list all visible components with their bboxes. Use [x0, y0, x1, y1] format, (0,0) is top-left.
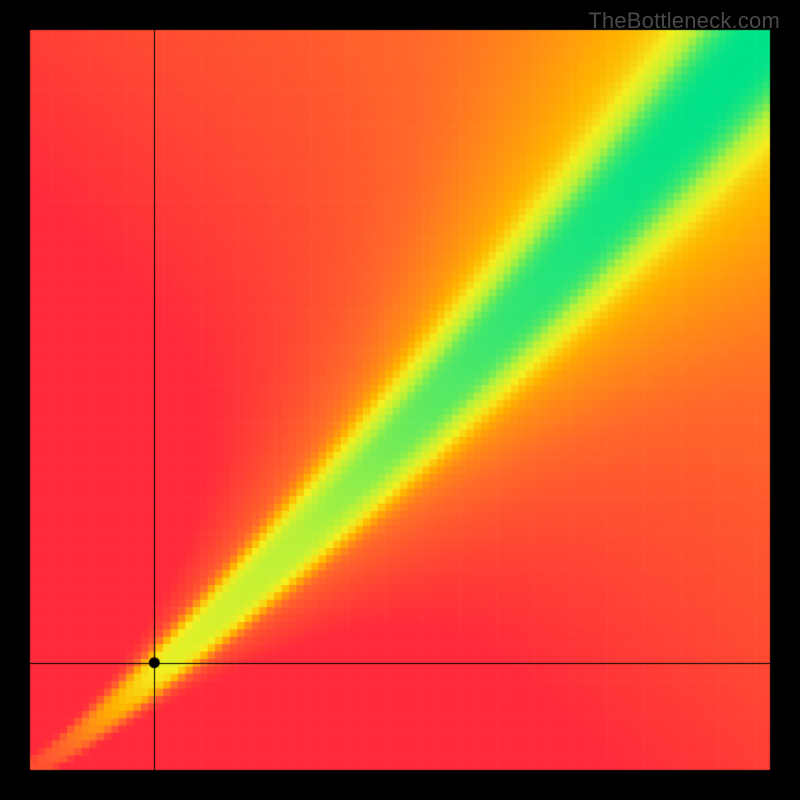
bottleneck-heatmap	[0, 0, 800, 800]
chart-container: TheBottleneck.com	[0, 0, 800, 800]
watermark-text: TheBottleneck.com	[588, 8, 780, 34]
